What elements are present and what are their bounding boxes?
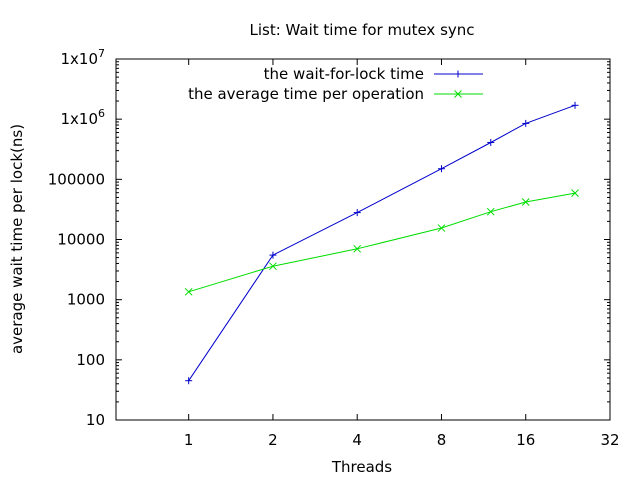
y-axis-label: average wait time per lock(ns) [8, 124, 26, 354]
chart-title: List: Wait time for mutex sync [249, 21, 474, 39]
series-1-point [437, 165, 445, 173]
series-1-point [487, 138, 495, 146]
legend-label-2: the average time per operation [188, 85, 424, 103]
x-axis-ticks: 1 2 4 8 16 32 [184, 59, 620, 449]
series-layer [184, 101, 579, 385]
x-tick-label: 4 [352, 431, 362, 449]
legend-marker-2 [454, 90, 462, 98]
series-2-point [437, 224, 446, 232]
series-2-point [486, 207, 495, 216]
y-tick-label: 100 [76, 351, 105, 369]
series-2-point [353, 244, 362, 253]
x-tick-label: 32 [600, 431, 619, 449]
series-2-point [521, 198, 530, 206]
x-tick-label: 1 [184, 431, 194, 449]
y-tick-label: 10000 [57, 231, 105, 249]
series-1-point [522, 119, 530, 127]
y-axis-ticks: 10 100 1000 10000 100000 1x106 1x107 [48, 47, 610, 429]
y-tick-label: 100000 [48, 170, 105, 188]
legend-marker-1 [454, 70, 462, 78]
y-tick-label: 10 [86, 411, 105, 429]
y-tick-label: 1x107 [60, 47, 105, 68]
legend-label-1: the wait-for-lock time [264, 65, 424, 83]
series-1-point [185, 377, 193, 385]
x-tick-label: 2 [268, 431, 278, 449]
series-1-point [353, 209, 361, 217]
series-2-point [571, 189, 579, 197]
plot-frame [115, 58, 611, 421]
series-2-point [184, 287, 193, 296]
x-tick-label: 8 [437, 431, 447, 449]
series-2-point [269, 262, 277, 271]
legend: the wait-for-lock time the average time p… [188, 65, 483, 103]
series-1-point [571, 101, 579, 109]
y-tick-label: 1x106 [60, 107, 105, 128]
x-tick-label: 16 [516, 431, 535, 449]
series-1-point [269, 251, 277, 259]
x-axis-label: Threads [331, 458, 392, 476]
series-line-2 [188, 192, 576, 293]
y-tick-label: 1000 [67, 291, 105, 309]
